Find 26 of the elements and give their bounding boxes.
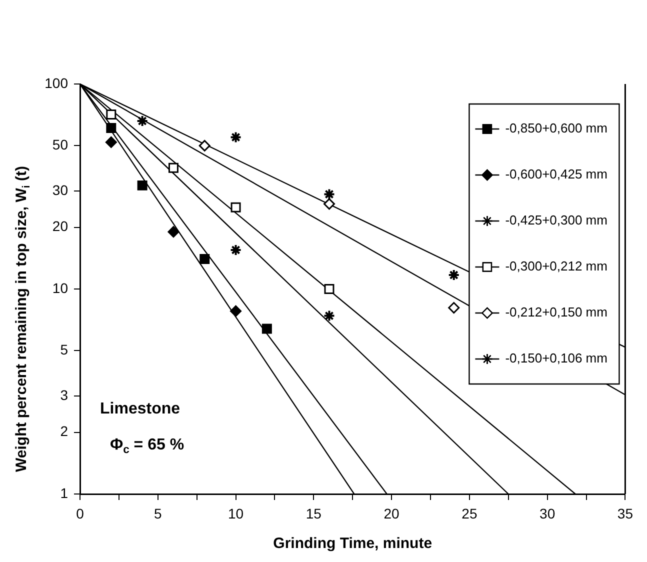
x-tick-label: 15: [306, 505, 322, 522]
y-tick-label: 2: [60, 423, 68, 440]
y-tick-label: 100: [44, 74, 68, 91]
legend-label: -0,150+0,106 mm: [505, 350, 608, 366]
y-tick-label: 20: [52, 218, 68, 234]
y-tick-label: 50: [52, 136, 68, 153]
y-tick-label: 10: [52, 280, 68, 296]
legend-label: -0,600+0,425 mm: [505, 166, 608, 182]
legend-label: -0,425+0,300 mm: [505, 212, 608, 228]
x-tick-label: 35: [617, 505, 634, 522]
annotation: Limestone: [100, 400, 180, 418]
y-axis-title: Weight percent remaining in top size, Wi (t): [13, 166, 32, 472]
x-tick-label: 25: [462, 505, 478, 522]
x-tick-label: 0: [76, 505, 84, 522]
y-tick-label: 1: [60, 484, 68, 501]
y-tick-label: 5: [60, 342, 68, 358]
x-tick-label: 10: [228, 505, 244, 522]
x-tick-label: 20: [384, 505, 400, 522]
x-tick-label: 5: [154, 505, 162, 522]
legend-label: -0,300+0,212 mm: [505, 258, 608, 274]
y-tick-label: 3: [60, 387, 68, 404]
x-tick-label: 30: [540, 505, 556, 522]
legend-label: -0,850+0,600 mm: [505, 120, 608, 136]
legend-label: -0,212+0,150 mm: [505, 304, 608, 320]
x-axis-title: Grinding Time, minute: [273, 535, 432, 552]
y-tick-label: 30: [52, 182, 68, 198]
